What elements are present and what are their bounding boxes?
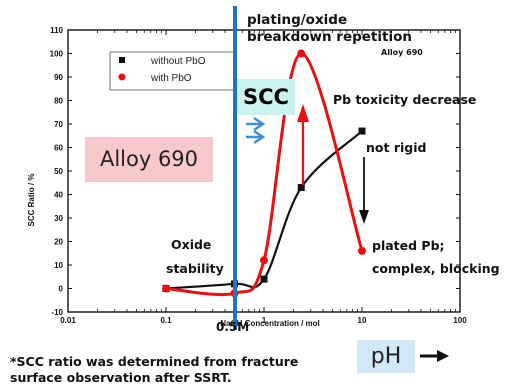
x-tick-label: 100: [453, 316, 467, 325]
ph-arrow-head: [437, 350, 449, 362]
series-line-without-pbo: [165, 130, 363, 290]
annotation-arrows: [246, 104, 449, 362]
legend: without PbO with PbO: [109, 51, 237, 91]
data-point-without-pbo: [260, 275, 268, 283]
legend-marker-with-pbo: [118, 73, 126, 81]
y-tick-label: 60: [54, 144, 63, 153]
x-axis-label: NaOH Concentration / mol: [220, 319, 320, 328]
x-tick-label: 10: [358, 316, 367, 325]
y-tick-label: 20: [54, 238, 63, 247]
annotation-stability: stability: [166, 261, 224, 276]
black-down-arrow-head: [359, 210, 369, 224]
annotation-breakdown: breakdown repetition: [247, 29, 412, 45]
scc-box: SCC: [237, 79, 295, 115]
legend-label-without-pbo: without PbO: [150, 56, 206, 67]
y-tick-label: 40: [54, 191, 63, 200]
red-up-arrow-head: [297, 104, 309, 122]
data-point-with-pbo: [297, 49, 306, 58]
data-point-with-pbo: [358, 246, 366, 255]
data-point-with-pbo: [260, 256, 268, 265]
y-axis-label: SCC Ratio / %: [27, 174, 36, 227]
y-tick-label: 10: [54, 261, 63, 270]
y-tick-label: 80: [54, 97, 63, 106]
footnote-line-1: *SCC ratio was determined from fracture: [10, 354, 299, 369]
alloy-690-box: Alloy 690: [85, 137, 213, 182]
data-point-without-pbo: [297, 183, 305, 191]
data-point-without-pbo: [358, 127, 366, 135]
footnote: *SCC ratio was determined from fracture …: [10, 354, 310, 386]
series-layer: [162, 49, 366, 298]
y-tick-label: 110: [50, 26, 63, 35]
series-line-with-pbo: [165, 52, 364, 297]
x-tick-label: 0.01: [60, 316, 76, 325]
y-tick-label: 70: [54, 120, 63, 129]
annotation-pb-toxicity: Pb toxicity decrease: [333, 92, 476, 107]
y-tick-label: 90: [54, 73, 63, 82]
x-tick-label: 1: [262, 316, 267, 325]
footnote-line-2: surface observation after SSRT.: [10, 370, 232, 385]
annotation-oxide: Oxide: [171, 237, 211, 252]
legend-box: [109, 51, 237, 91]
legend-label-with-pbo: with PbO: [150, 73, 192, 84]
annotation-half-molar: 0.5M: [216, 320, 249, 334]
y-tick-label: 30: [54, 214, 63, 223]
y-tick-label: -10: [51, 308, 63, 317]
annotation-not-rigid: not rigid: [366, 140, 426, 155]
ph-box: pH: [357, 340, 415, 373]
data-point-with-pbo: [162, 284, 170, 293]
x-tick-label: 0.1: [160, 316, 172, 325]
annotation-plating: plating/oxide: [247, 12, 347, 28]
y-tick-label: 0: [59, 285, 64, 294]
legend-marker-without-pbo: [119, 57, 125, 63]
annotation-complex: complex, blocking: [372, 261, 500, 276]
y-tick-label: 50: [54, 167, 63, 176]
y-tick-label: 100: [50, 50, 64, 59]
annotation-alloy-small: Alloy 690: [381, 48, 423, 57]
annotation-plated: plated Pb;: [372, 238, 445, 253]
